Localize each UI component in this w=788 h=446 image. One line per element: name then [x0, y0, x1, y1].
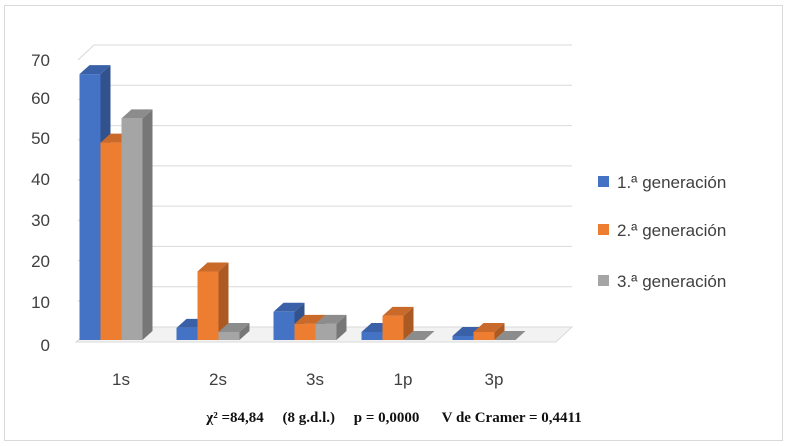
y-tick-label: 60 [31, 89, 50, 108]
legend-label: 3.ª generación [617, 272, 726, 291]
bar-2s-series-3 [218, 322, 250, 340]
legend-item-3: 3.ª generación [598, 272, 726, 291]
bar-3p-series-2 [473, 322, 505, 340]
statistics-line: χ² =84,84 (8 g.d.l.) p = 0,0000 V de Cra… [0, 410, 788, 427]
y-tick-label: 30 [31, 211, 50, 230]
legend-swatch [598, 176, 609, 187]
bar-1s-series-3 [121, 109, 153, 340]
y-tick-label: 40 [31, 170, 50, 189]
cramer-v: V de Cramer = 0,4411 [441, 410, 582, 426]
legend-label: 2.ª generación [617, 221, 726, 240]
y-tick-label: 70 [31, 51, 50, 70]
legend-swatch [598, 224, 609, 235]
x-tick-label-2s: 2s [209, 370, 227, 389]
y-tick-label: 50 [31, 129, 50, 148]
legend-label: 1.ª generación [617, 173, 726, 192]
x-tick-label-3s: 3s [306, 370, 324, 389]
legend-item-1: 1.ª generación [598, 173, 726, 192]
legend: 1.ª generación 2.ª generación 3.ª generaci… [598, 173, 726, 291]
y-tick-label: 20 [31, 252, 50, 271]
bar-2s-series-2 [197, 262, 229, 340]
y-tick-label: 0 [41, 336, 50, 355]
p-value: p = 0,0000 [353, 410, 420, 426]
degrees-of-freedom: (8 g.d.l.) [282, 410, 336, 426]
x-axis-ticks: 1s 2s 3s 1p 3p [112, 370, 503, 389]
bar-1p-series-3 [403, 331, 435, 340]
bar-1p-series-2 [382, 306, 414, 340]
legend-swatch [598, 275, 609, 286]
x-tick-label-1p: 1p [394, 370, 413, 389]
gridline-side [77, 44, 95, 61]
bar-3p-series-3 [494, 331, 526, 340]
x-tick-label-3p: 3p [485, 370, 504, 389]
y-tick-label: 10 [31, 293, 50, 312]
legend-item-2: 2.ª generación [598, 221, 726, 240]
bars [79, 65, 526, 340]
y-axis-ticks: 0 10 20 30 40 50 60 70 [31, 51, 50, 355]
x-tick-label-1s: 1s [112, 370, 130, 389]
bar-3s-series-3 [315, 314, 347, 340]
chi-square-stat: χ² =84,84 [206, 410, 264, 426]
